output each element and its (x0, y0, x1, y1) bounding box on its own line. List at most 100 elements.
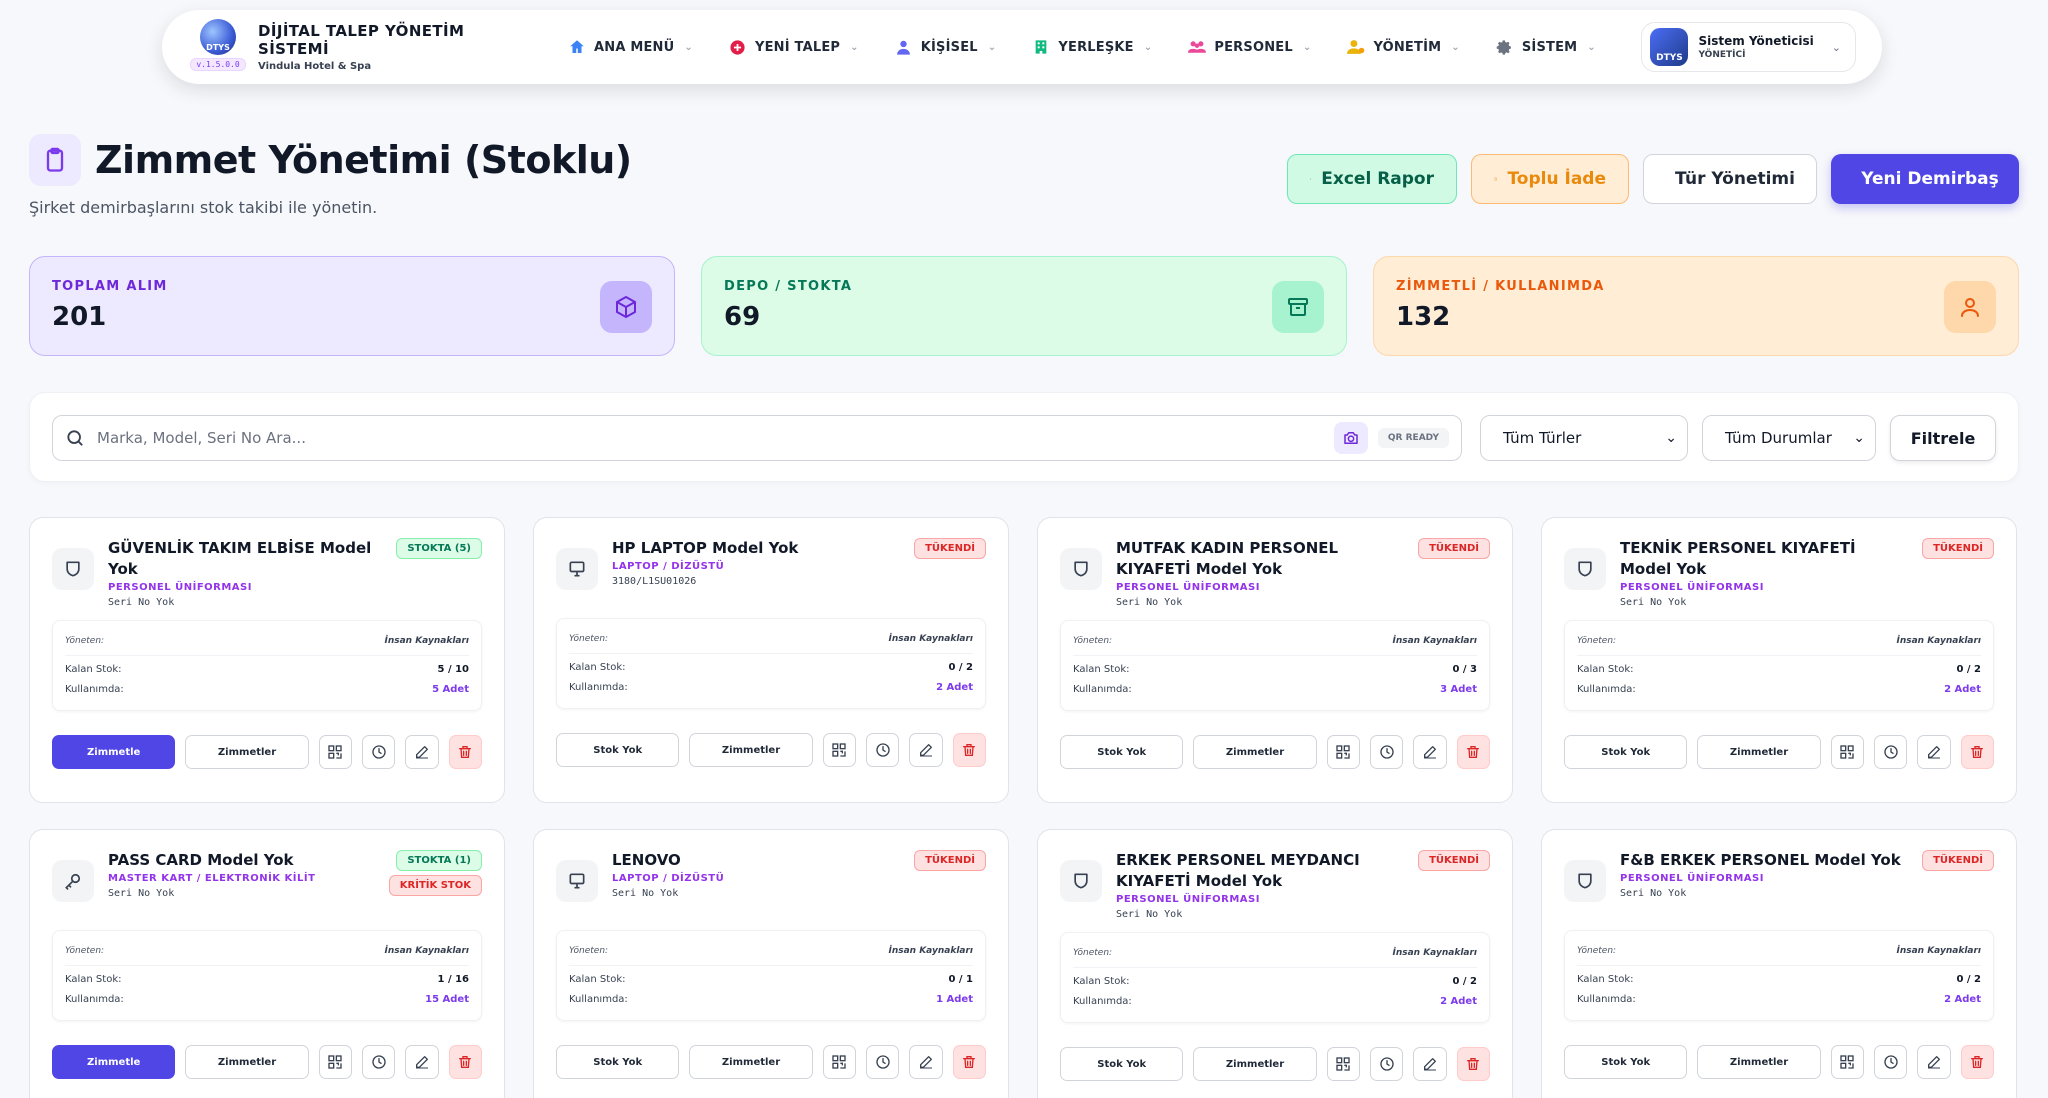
qr-button[interactable] (318, 735, 353, 769)
edit-button[interactable] (1917, 1045, 1951, 1079)
remaining-value: 0 / 2 (1452, 976, 1477, 987)
edit-icon (1424, 746, 1436, 759)
clipboard-icon (29, 134, 81, 186)
user-icon (1944, 281, 1996, 333)
edit-button[interactable] (405, 1045, 439, 1079)
qr-button[interactable] (822, 733, 857, 767)
history-icon (372, 745, 386, 759)
profile-menu[interactable]: DTYS Sistem Yöneticisi YÖNETİCİ ⌄ (1641, 22, 1856, 72)
history-button[interactable] (1874, 1045, 1908, 1079)
qr-button[interactable] (1830, 1045, 1865, 1079)
nav-item-sistem[interactable]: SİSTEM ⌄ (1478, 27, 1614, 67)
brand-logo: DTYS v.1.5.0.0 (190, 19, 246, 75)
nav-item-yeni-talep[interactable]: YENİ TALEP ⌄ (711, 27, 877, 67)
search-input[interactable] (97, 429, 1334, 447)
type-select[interactable]: Tüm Türler ⌄ (1480, 415, 1688, 461)
edit-button[interactable] (1413, 1047, 1447, 1081)
delete-button[interactable] (448, 1045, 482, 1079)
excel-report-button[interactable]: Excel Rapor (1287, 154, 1457, 204)
history-button[interactable] (866, 733, 900, 767)
avatar: DTYS (1650, 28, 1689, 66)
delete-button[interactable] (1456, 1047, 1490, 1081)
brand-title: DİJİTAL TALEP YÖNETİM SİSTEMİ (258, 22, 465, 58)
status-badge: TÜKENDİ (914, 850, 986, 871)
qr-button[interactable] (318, 1045, 353, 1079)
stat-in-stock: DEPO / STOKTA 69 (701, 256, 1347, 356)
qr-button[interactable] (1326, 735, 1361, 769)
asset-details: Yöneten: İnsan Kaynakları Kalan Stok: 5 / 1… (52, 620, 482, 711)
manager-label: Yöneten: (65, 946, 105, 956)
user-cog-icon (1347, 38, 1365, 56)
edit-button[interactable] (909, 733, 943, 767)
nav-item-personel[interactable]: PERSONEL ⌄ (1170, 27, 1329, 67)
history-button[interactable] (1370, 1047, 1404, 1081)
assignments-button[interactable]: Zimmetler (689, 733, 813, 767)
history-button[interactable] (362, 735, 396, 769)
delete-button[interactable] (1960, 735, 1994, 769)
manager-label: Yöneten: (1073, 636, 1113, 646)
camera-icon[interactable] (1333, 422, 1368, 454)
qr-button[interactable] (1326, 1047, 1361, 1081)
delete-button[interactable] (1456, 735, 1490, 769)
remaining-label: Kalan Stok: (65, 664, 122, 675)
assignments-button[interactable]: Zimmetler (1697, 735, 1821, 769)
manager-value: İnsan Kaynakları (384, 636, 469, 646)
asset-serial: Seri No Yok (1116, 597, 1183, 608)
nav-item-ana-menu[interactable]: ANA MENÜ ⌄ (550, 27, 711, 67)
asset-serial: Seri No Yok (612, 888, 679, 899)
qr-button[interactable] (1830, 735, 1865, 769)
assignments-button[interactable]: Zimmetler (1193, 1047, 1317, 1081)
history-button[interactable] (1370, 735, 1404, 769)
assignments-button[interactable]: Zimmetler (185, 1045, 309, 1079)
manager-value: İnsan Kaynakları (888, 634, 973, 644)
edit-button[interactable] (1917, 735, 1951, 769)
edit-button[interactable] (1413, 735, 1447, 769)
assignments-button[interactable]: Zimmetler (689, 1045, 813, 1079)
in-use-value: 5 Adet (432, 684, 469, 695)
remaining-value: 0 / 2 (1956, 664, 1981, 675)
page-title: Zimmet Yönetimi (Stoklu) (95, 138, 632, 182)
assignments-button[interactable]: Zimmetler (1697, 1045, 1821, 1079)
in-use-label: Kullanımda: (65, 684, 124, 695)
history-button[interactable] (362, 1045, 396, 1079)
version-badge: v.1.5.0.0 (190, 58, 246, 71)
delete-button[interactable] (952, 733, 986, 767)
assign-button[interactable]: Zimmetle (52, 735, 176, 769)
delete-button[interactable] (952, 1045, 986, 1079)
status-badge: STOKTA (5) (396, 538, 482, 559)
qr-button[interactable] (822, 1045, 857, 1079)
delete-button[interactable] (1960, 1045, 1994, 1079)
search-icon (67, 430, 83, 446)
history-button[interactable] (866, 1045, 900, 1079)
brand[interactable]: DTYS v.1.5.0.0 DİJİTAL TALEP YÖNETİM SİS… (190, 19, 532, 75)
asset-card: HP LAPTOP Model Yok LAPTOP / DİZÜSTÜ 3180/… (533, 517, 1009, 803)
nav-item-kisisel[interactable]: KİŞİSEL ⌄ (877, 27, 1015, 67)
edit-button[interactable] (909, 1045, 943, 1079)
nav-item-label: ANA MENÜ (594, 39, 675, 55)
profile-name: Sistem Yöneticisi (1698, 34, 1814, 48)
history-icon (876, 743, 890, 757)
filter-button[interactable]: Filtrele (1890, 415, 1996, 461)
history-icon (1380, 1057, 1394, 1071)
assign-button[interactable]: Zimmetle (52, 1045, 176, 1079)
edit-button[interactable] (405, 735, 439, 769)
in-use-value: 3 Adet (1440, 684, 1477, 695)
remaining-label: Kalan Stok: (569, 974, 626, 985)
new-asset-button[interactable]: Yeni Demirbaş (1831, 154, 2019, 204)
assignments-button[interactable]: Zimmetler (1193, 735, 1317, 769)
shirt-icon (1060, 860, 1102, 902)
assignments-button[interactable]: Zimmetler (185, 735, 309, 769)
nav-item-yonetim[interactable]: YÖNETİM ⌄ (1329, 27, 1477, 67)
stat-value: 201 (52, 302, 107, 332)
type-management-button[interactable]: Tür Yönetimi (1643, 154, 1817, 204)
bulk-return-button[interactable]: Toplu İade (1471, 154, 1629, 204)
nav-item-yerleske[interactable]: YERLEŞKE ⌄ (1014, 27, 1170, 67)
status-select[interactable]: Tüm Durumlar ⌄ (1702, 415, 1876, 461)
delete-button[interactable] (448, 735, 482, 769)
asset-details: Yöneten: İnsan Kaynakları Kalan Stok: 1 / 1… (52, 930, 482, 1021)
history-button[interactable] (1874, 735, 1908, 769)
no-stock-button: Stok Yok (1060, 1047, 1184, 1081)
trash-icon (963, 744, 976, 756)
asset-category: PERSONEL ÜNİFORMASI (1620, 582, 1764, 593)
asset-serial: Seri No Yok (108, 597, 175, 608)
